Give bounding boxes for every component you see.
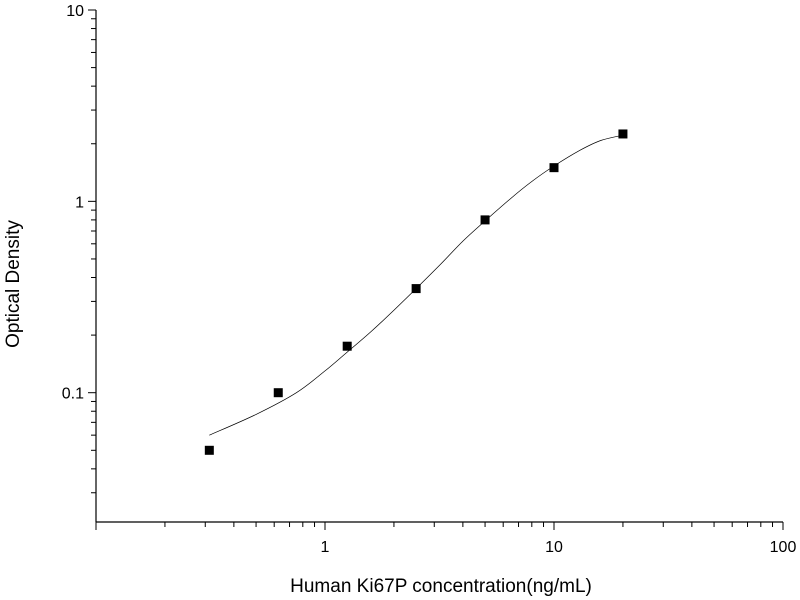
- data-point: [411, 284, 421, 294]
- data-point: [204, 445, 214, 455]
- axes: [95, 10, 783, 523]
- data-point: [342, 341, 352, 351]
- data-point: [618, 129, 628, 139]
- data-point: [273, 388, 283, 398]
- x-axis-title: Human Ki67P concentration(ng/mL): [290, 576, 592, 597]
- x-tick-label: 10: [545, 539, 563, 556]
- ticks: [88, 9, 784, 530]
- data-points: [204, 129, 628, 455]
- data-point: [480, 215, 490, 225]
- y-axis-title: Optical Density: [3, 220, 24, 348]
- x-tick-label: 1: [321, 539, 330, 556]
- tick-labels: 1 10 100 0.1 1 10: [62, 3, 797, 556]
- fit-curve: [209, 134, 623, 436]
- data-point: [549, 163, 559, 173]
- y-tick-label: 0.1: [62, 386, 84, 403]
- y-tick-label: 1: [75, 194, 84, 211]
- y-tick-label: 10: [66, 3, 84, 20]
- x-tick-label: 100: [770, 539, 797, 556]
